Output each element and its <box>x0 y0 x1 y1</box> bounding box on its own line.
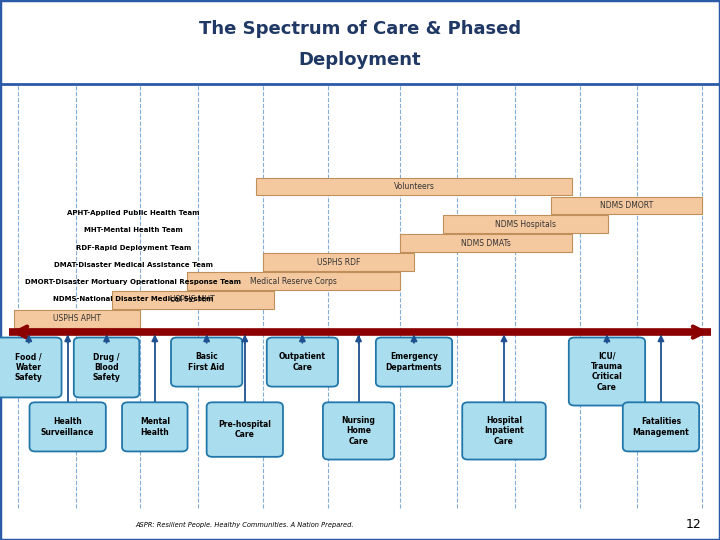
FancyBboxPatch shape <box>207 402 283 457</box>
Text: USPHS MHT: USPHS MHT <box>170 295 215 305</box>
FancyBboxPatch shape <box>323 402 395 460</box>
Text: Outpatient
Care: Outpatient Care <box>279 353 326 372</box>
Text: Medical Reserve Corps: Medical Reserve Corps <box>250 276 337 286</box>
FancyBboxPatch shape <box>30 402 106 451</box>
Bar <box>443 215 608 233</box>
Text: NDMS DMORT: NDMS DMORT <box>600 201 653 210</box>
Text: Nursing
Home
Care: Nursing Home Care <box>341 416 376 446</box>
Text: DMAT-Disaster Medical Assistance Team: DMAT-Disaster Medical Assistance Team <box>54 262 212 268</box>
Text: Health
Surveillance: Health Surveillance <box>41 417 94 436</box>
FancyBboxPatch shape <box>266 338 338 387</box>
Bar <box>14 310 140 328</box>
Text: Hospital
Inpatient
Care: Hospital Inpatient Care <box>484 416 524 446</box>
Text: Fatalities
Management: Fatalities Management <box>633 417 689 436</box>
Text: Drug /
Blood
Safety: Drug / Blood Safety <box>93 353 120 382</box>
Bar <box>551 197 702 214</box>
Bar <box>187 272 400 290</box>
Text: MHT-Mental Health Team: MHT-Mental Health Team <box>84 227 183 233</box>
FancyBboxPatch shape <box>569 338 645 406</box>
Text: Emergency
Departments: Emergency Departments <box>386 353 442 372</box>
Bar <box>400 234 572 252</box>
Text: Food /
Water
Safety: Food / Water Safety <box>15 353 42 382</box>
Text: USPHS APHT: USPHS APHT <box>53 314 102 323</box>
Bar <box>256 178 572 195</box>
Text: NDMS DMATs: NDMS DMATs <box>461 239 511 248</box>
Text: DMORT-Disaster Mortuary Operational Response Team: DMORT-Disaster Mortuary Operational Resp… <box>25 279 241 285</box>
Bar <box>263 253 414 271</box>
FancyBboxPatch shape <box>73 338 140 397</box>
Text: Mental
Health: Mental Health <box>140 417 170 436</box>
FancyBboxPatch shape <box>0 338 61 397</box>
Text: ICU/
Trauma
Critical
Care: ICU/ Trauma Critical Care <box>591 352 623 392</box>
Text: NDMS-National Disaster Medical System: NDMS-National Disaster Medical System <box>53 296 213 302</box>
FancyBboxPatch shape <box>623 402 699 451</box>
Text: RDF-Rapid Deployment Team: RDF-Rapid Deployment Team <box>76 245 191 251</box>
Bar <box>112 291 274 309</box>
Text: The Spectrum of Care & Phased: The Spectrum of Care & Phased <box>199 21 521 38</box>
FancyBboxPatch shape <box>462 402 546 460</box>
FancyBboxPatch shape <box>122 402 187 451</box>
FancyBboxPatch shape <box>171 338 242 387</box>
Text: Deployment: Deployment <box>299 51 421 69</box>
Text: NDMS Hospitals: NDMS Hospitals <box>495 220 556 229</box>
Text: USPHS RDF: USPHS RDF <box>317 258 360 267</box>
Text: APHT-Applied Public Health Team: APHT-Applied Public Health Team <box>67 210 199 216</box>
Text: Pre-hospital
Care: Pre-hospital Care <box>218 420 271 439</box>
Text: 12: 12 <box>685 518 701 531</box>
Text: ASPR: Resilient People. Healthy Communities. A Nation Prepared.: ASPR: Resilient People. Healthy Communit… <box>135 522 354 528</box>
FancyBboxPatch shape <box>376 338 452 387</box>
Text: Basic
First Aid: Basic First Aid <box>189 353 225 372</box>
Text: Volunteers: Volunteers <box>394 182 434 191</box>
